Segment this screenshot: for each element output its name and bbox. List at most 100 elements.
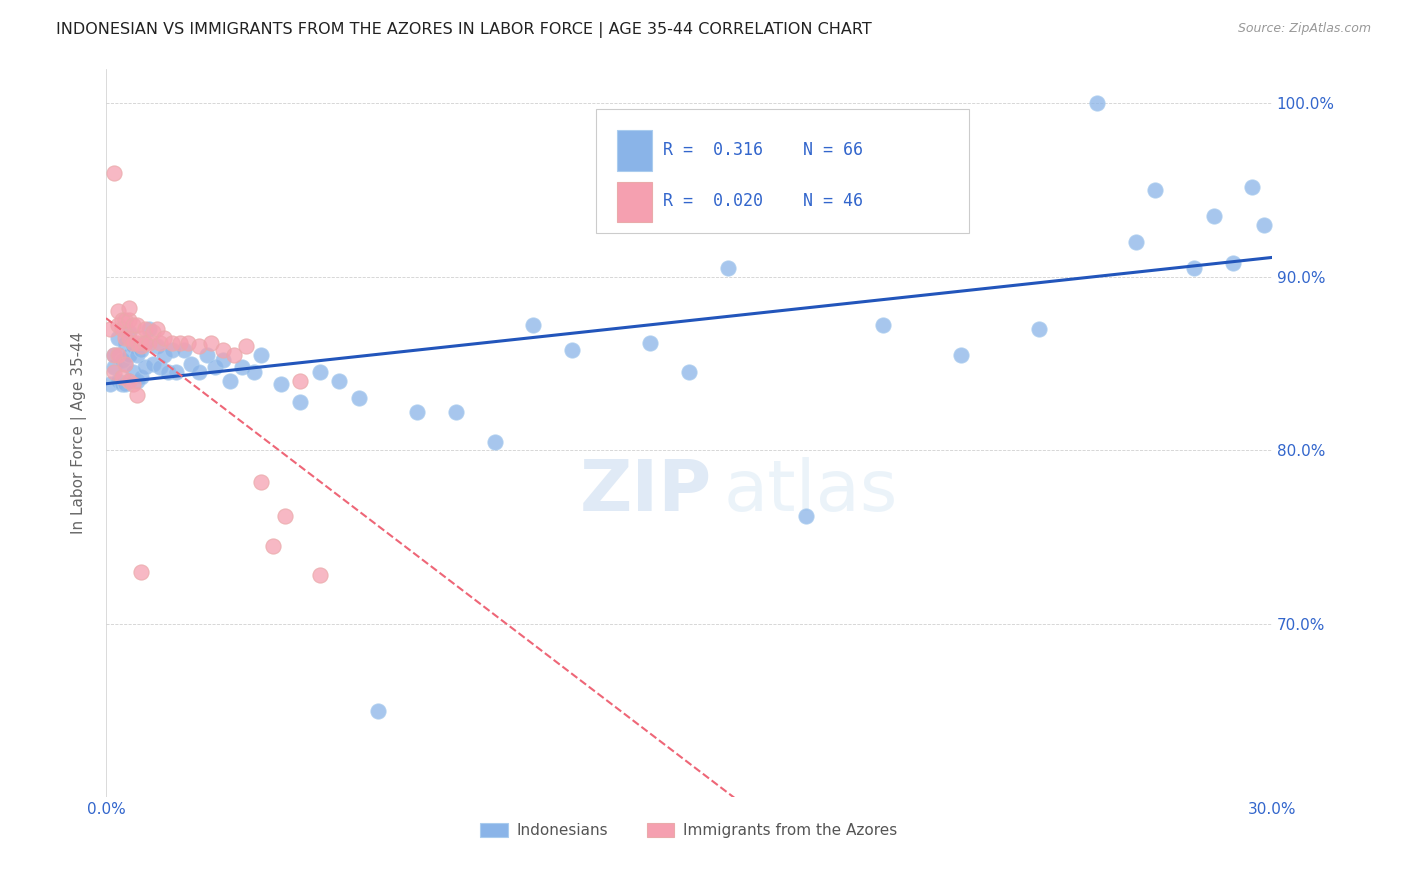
Point	[149, 335, 172, 350]
Point	[103, 348, 125, 362]
Point	[160, 335, 183, 350]
Point	[122, 318, 145, 333]
Point	[118, 374, 141, 388]
Point	[1144, 183, 1167, 197]
Point	[134, 335, 156, 350]
Point	[125, 388, 148, 402]
Point	[118, 326, 141, 340]
Point	[1182, 261, 1205, 276]
Point	[142, 326, 165, 340]
Point	[169, 335, 191, 350]
Point	[103, 365, 125, 379]
Point	[103, 359, 125, 374]
Point	[107, 330, 129, 344]
Point	[107, 304, 129, 318]
Point	[160, 343, 183, 357]
Point	[1125, 235, 1147, 249]
Point	[1253, 218, 1275, 232]
Point	[98, 322, 121, 336]
Point	[138, 322, 160, 336]
Point	[134, 335, 156, 350]
Point	[173, 343, 195, 357]
FancyBboxPatch shape	[596, 109, 969, 233]
Point	[949, 348, 972, 362]
Text: ZIP: ZIP	[581, 457, 713, 525]
Point	[110, 377, 132, 392]
Point	[406, 405, 429, 419]
Point	[110, 353, 132, 368]
Point	[195, 348, 218, 362]
Point	[219, 374, 242, 388]
Point	[157, 365, 180, 379]
Point	[134, 322, 156, 336]
Point	[188, 365, 211, 379]
Bar	[617, 130, 651, 170]
Point	[262, 539, 284, 553]
Point	[129, 330, 152, 344]
Point	[678, 365, 700, 379]
Point	[129, 370, 152, 384]
Point	[107, 318, 129, 333]
Point	[1241, 179, 1264, 194]
Point	[308, 568, 330, 582]
Point	[145, 322, 167, 336]
Text: R =  0.316    N = 66: R = 0.316 N = 66	[664, 141, 863, 159]
Point	[110, 322, 132, 336]
Point	[103, 348, 125, 362]
Point	[122, 377, 145, 392]
Point	[638, 335, 661, 350]
Point	[165, 365, 187, 379]
Point	[110, 370, 132, 384]
Point	[328, 374, 350, 388]
Point	[149, 359, 172, 374]
Point	[308, 365, 330, 379]
Point	[1085, 96, 1108, 111]
Point	[142, 357, 165, 371]
Point	[110, 313, 132, 327]
Text: atlas: atlas	[724, 457, 898, 525]
Point	[484, 434, 506, 449]
Point	[125, 335, 148, 350]
Point	[200, 335, 222, 350]
Point	[180, 357, 202, 371]
Point	[114, 357, 136, 371]
Point	[125, 374, 148, 388]
Point	[522, 318, 544, 333]
Point	[129, 565, 152, 579]
Point	[794, 509, 817, 524]
Point	[138, 335, 160, 350]
Point	[231, 359, 253, 374]
Point	[122, 339, 145, 353]
Point	[107, 348, 129, 362]
Point	[367, 704, 389, 718]
Point	[118, 330, 141, 344]
Point	[250, 348, 273, 362]
Point	[290, 374, 312, 388]
Point	[235, 339, 257, 353]
Point	[153, 330, 176, 344]
Point	[118, 313, 141, 327]
Point	[211, 343, 233, 357]
Point	[118, 301, 141, 315]
Point	[224, 348, 246, 362]
Point	[114, 377, 136, 392]
Point	[129, 339, 152, 353]
Text: Source: ZipAtlas.com: Source: ZipAtlas.com	[1237, 22, 1371, 36]
Point	[125, 348, 148, 362]
Text: R =  0.020    N = 46: R = 0.020 N = 46	[664, 192, 863, 211]
Point	[118, 374, 141, 388]
Text: INDONESIAN VS IMMIGRANTS FROM THE AZORES IN LABOR FORCE | AGE 35-44 CORRELATION : INDONESIAN VS IMMIGRANTS FROM THE AZORES…	[56, 22, 872, 38]
Point	[118, 348, 141, 362]
Point	[129, 343, 152, 357]
Point	[114, 357, 136, 371]
Point	[250, 475, 273, 489]
Point	[274, 509, 297, 524]
Point	[290, 394, 312, 409]
Point	[444, 405, 467, 419]
Point	[122, 335, 145, 350]
Point	[1222, 256, 1244, 270]
Point	[114, 330, 136, 344]
Point	[242, 365, 264, 379]
Point	[872, 318, 894, 333]
Point	[122, 365, 145, 379]
